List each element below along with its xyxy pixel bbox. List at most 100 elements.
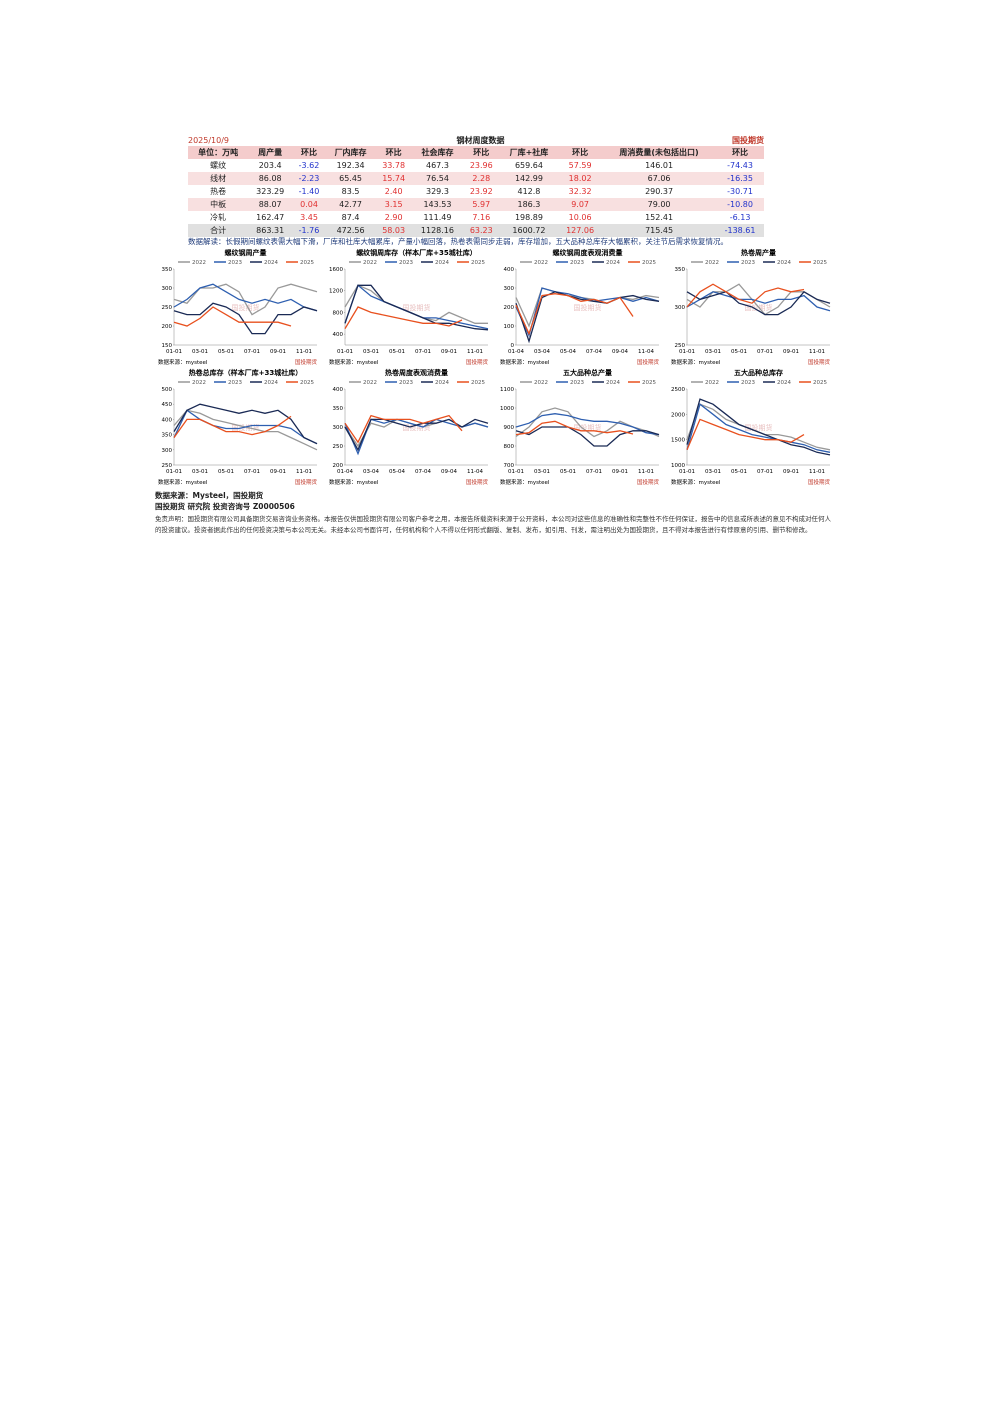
chart: 五大品种总产量 2022 2023 2024 2025 700 800 900 1000 1100… xyxy=(500,368,660,486)
series-line xyxy=(515,413,660,436)
series-line xyxy=(686,290,831,316)
y-tick-label: 300 xyxy=(162,448,173,454)
table-row: 线材 86.08 -2.23 65.45 15.74 76.54 2.28 142.99 18.… xyxy=(188,172,764,185)
chart-title: 五大品种总库存 xyxy=(734,368,783,377)
x-tick-label: 03-01 xyxy=(705,349,721,355)
series-line xyxy=(173,283,318,312)
legend-label: 2024 xyxy=(606,380,620,386)
x-tick-label: 07-04 xyxy=(586,349,602,355)
y-tick-label: 400 xyxy=(333,332,344,338)
legend-label: 2022 xyxy=(192,260,206,266)
chart-title: 热卷周产量 xyxy=(741,248,776,257)
legend-label: 2023 xyxy=(228,260,242,266)
x-tick-label: 11-01 xyxy=(809,469,825,475)
legend-label: 2023 xyxy=(228,380,242,386)
cell: 290.37 xyxy=(645,187,674,196)
column-header: 环比 xyxy=(716,146,764,159)
series-line xyxy=(173,409,318,445)
series-line xyxy=(686,403,831,453)
chart-logo: 国投期货 xyxy=(466,358,489,366)
y-tick-label: 200 xyxy=(162,324,173,330)
column-header: 厂内库存 xyxy=(325,146,376,159)
legend-label: 2025 xyxy=(471,260,485,266)
cell: 472.56 xyxy=(325,224,376,237)
x-tick-label: 01-01 xyxy=(679,469,695,475)
chart-title: 螺纹钢周产量 xyxy=(225,248,267,257)
cell: 67.06 xyxy=(602,172,717,185)
series-line xyxy=(515,407,660,438)
x-tick-label: 07-04 xyxy=(415,469,431,475)
watermark: 国投期货 xyxy=(232,303,260,312)
legend-label: 2025 xyxy=(300,380,314,386)
chart-source: 数据来源：mysteel xyxy=(671,358,721,366)
cell: 65.45 xyxy=(325,172,376,185)
x-tick-label: 05-01 xyxy=(731,469,747,475)
chart-logo: 国投期货 xyxy=(808,358,831,366)
x-tick-label: 05-01 xyxy=(560,469,576,475)
cell: -3.62 xyxy=(298,161,320,170)
x-tick-label: 03-04 xyxy=(363,469,379,475)
chart-logo: 国投期货 xyxy=(295,478,318,486)
y-tick-label: 0 xyxy=(511,343,515,349)
cell: -74.43 xyxy=(727,161,753,170)
chart-source: 数据来源：mysteel xyxy=(329,478,379,486)
cell: 3.15 xyxy=(375,198,413,211)
legend-label: 2025 xyxy=(471,380,485,386)
y-tick-label: 300 xyxy=(333,425,344,431)
data-table: 单位：万吨 周产量 环比 厂内库存 环比 社会库存 环比 厂库+社库 环比 周消费量(未包括出口)… xyxy=(188,146,764,237)
cell: 162.47 xyxy=(256,213,285,222)
table-row: 合计 863.31 -1.76 472.56 58.03 1128.16 63.23 1600… xyxy=(188,224,764,237)
chart-logo: 国投期货 xyxy=(637,358,660,366)
cell: 863.31 xyxy=(248,224,293,237)
note: 数据解读：长假期间螺纹表需大幅下滑，厂库和社库大幅累库，产量小幅回落，热卷表需同… xyxy=(188,237,728,246)
cell: 412.8 xyxy=(517,187,541,196)
watermark: 国投期货 xyxy=(403,303,431,312)
cell: 1128.16 xyxy=(412,224,463,237)
cell: 42.77 xyxy=(325,198,376,211)
x-tick-label: 05-01 xyxy=(731,349,747,355)
cell: -1.40 xyxy=(298,187,320,196)
cell: 87.4 xyxy=(341,213,360,222)
y-tick-label: 400 xyxy=(504,267,515,273)
chart-title: 螺纹钢周库存（样本厂库+35城社库） xyxy=(356,248,477,257)
charts: 螺纹钢周产量 2022 2023 2024 2025 150 200 250 300 350 01-… xyxy=(152,247,836,487)
x-tick-label: 03-01 xyxy=(192,469,208,475)
cell: -138.61 xyxy=(716,224,764,237)
legend-label: 2024 xyxy=(264,380,278,386)
x-tick-label: 03-01 xyxy=(705,469,721,475)
chart-source: 数据来源：mysteel xyxy=(671,478,721,486)
x-tick-label: 11-01 xyxy=(638,469,654,475)
y-tick-label: 150 xyxy=(162,343,173,349)
cell: 198.89 xyxy=(514,213,543,222)
watermark: 国投期货 xyxy=(403,423,431,432)
series-line xyxy=(686,283,805,308)
chart: 热卷周产量 2022 2023 2024 2025 250 300 350 01-01 03-01… xyxy=(671,248,831,366)
cell: 2.90 xyxy=(384,213,403,222)
header-row: 单位：万吨 周产量 环比 厂内库存 环比 社会库存 环比 厂库+社库 环比 周消费量(未包括出口)… xyxy=(188,146,764,159)
x-tick-label: 03-01 xyxy=(534,469,550,475)
watermark: 国投期货 xyxy=(745,423,773,432)
table-title: 钢材周度数据 xyxy=(456,135,505,145)
cell: -1.76 xyxy=(292,224,326,237)
y-tick-label: 250 xyxy=(333,444,344,450)
chart-logo: 国投期货 xyxy=(808,478,831,486)
legend-label: 2023 xyxy=(741,380,755,386)
legend-label: 2023 xyxy=(399,260,413,266)
legend-label: 2025 xyxy=(300,260,314,266)
y-tick-label: 400 xyxy=(333,387,344,393)
legend-label: 2023 xyxy=(741,260,755,266)
y-tick-label: 200 xyxy=(504,305,515,311)
x-tick-label: 11-01 xyxy=(467,349,483,355)
y-tick-label: 300 xyxy=(162,286,173,292)
chart: 螺纹钢周库存（样本厂库+35城社库） 2022 2023 2024 2025 400 800… xyxy=(329,248,489,366)
y-tick-label: 1100 xyxy=(500,387,514,393)
cell: 323.29 xyxy=(256,187,285,196)
chart-title: 热卷总库存（样本厂库+33城社库） xyxy=(189,368,303,377)
x-tick-label: 07-01 xyxy=(757,469,773,475)
column-header: 环比 xyxy=(558,146,603,159)
cell: -6.13 xyxy=(729,213,751,222)
chart-logo: 国投期货 xyxy=(295,358,318,366)
cell: 3.45 xyxy=(300,213,318,222)
footer-source: 数据来源：Mysteel，国投期货 国投期货 研究院 投资咨询号 Z000050… xyxy=(155,490,295,512)
cell: 127.06 xyxy=(558,224,603,237)
